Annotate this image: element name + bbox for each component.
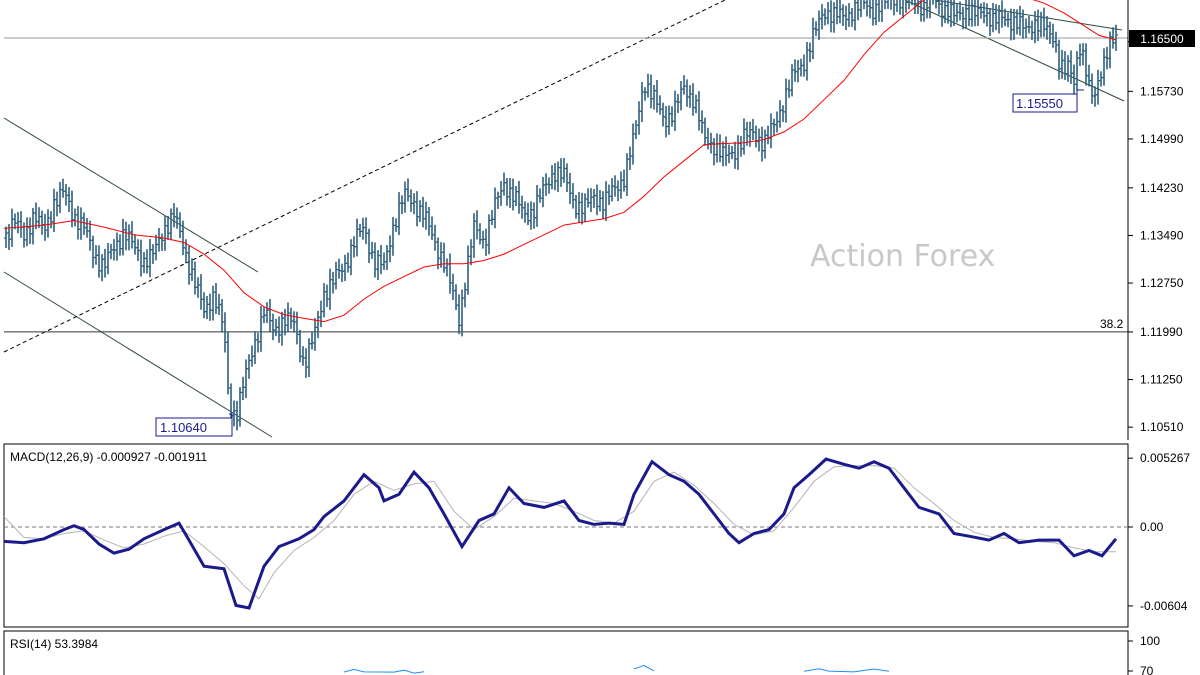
rsi-tick-label: 70 [1140,664,1154,675]
recent-low-annotation-pointer [1076,89,1084,103]
price-tick-label: 1.14990 [1140,132,1184,146]
price-axis-ticks: 1.15730 1.14990 1.14230 1.13490 1.12750 1.119… [1128,41,1184,434]
rsi-panel-frame [3,630,1129,675]
recent-low-annotation-label: 1.15550 [1016,96,1063,111]
rsi-tick-label: 100 [1140,634,1160,648]
low-annotation-pointer [229,413,233,427]
low-annotation-label: 1.10640 [160,420,207,435]
price-tick-label: 1.15730 [1140,84,1184,98]
price-tick-label: 1.10510 [1140,420,1184,434]
price-tick-label: 1.11990 [1140,325,1183,339]
macd-tick-label: 0.00 [1140,520,1164,534]
price-tick-label: 1.14230 [1140,181,1184,195]
moving-average-line [3,0,1117,323]
price-tick-label: 1.11250 [1140,373,1183,387]
dashed-up-trend-line [3,0,726,353]
current-price-marker: 1.16500 [1129,30,1195,47]
macd-panel-frame [3,443,1129,628]
macd-tick-label: 0.005267 [1140,451,1190,465]
low-annotation: 1.10640 [155,413,233,437]
rsi-axis-ticks: 100 70 [1128,634,1160,675]
lower-left-channel-line [3,271,273,438]
upper-left-channel-line [3,117,259,273]
macd-panel: MACD(12,26,9) -0.000927 -0.001911 0.0052… [3,443,1190,628]
price-bars [4,0,1118,431]
macd-axis-ticks: 0.005267 0.00 -0.00604 [1128,451,1190,613]
macd-title: MACD(12,26,9) -0.000927 -0.001911 [10,450,208,464]
recent-low-annotation: 1.15550 [1012,89,1084,113]
rsi-title: RSI(14) 53.3984 [10,637,98,651]
macd-tick-label: -0.00604 [1140,599,1188,613]
rsi-panel: RSI(14) 53.3984 100 70 [3,630,1160,675]
price-tick-label: 1.12750 [1140,276,1184,290]
fib-38-label: 38.2 [1100,317,1124,331]
watermark: Action Forex [810,239,995,274]
price-panel: Action Forex 38.2 1.10640 1.15550 1.1 [3,0,1195,440]
macd-main-line [3,457,1118,610]
price-tick-label: 1.13490 [1140,228,1184,242]
rsi-line [343,664,890,674]
current-price-box [1129,30,1195,47]
current-price-label: 1.16500 [1140,32,1184,46]
